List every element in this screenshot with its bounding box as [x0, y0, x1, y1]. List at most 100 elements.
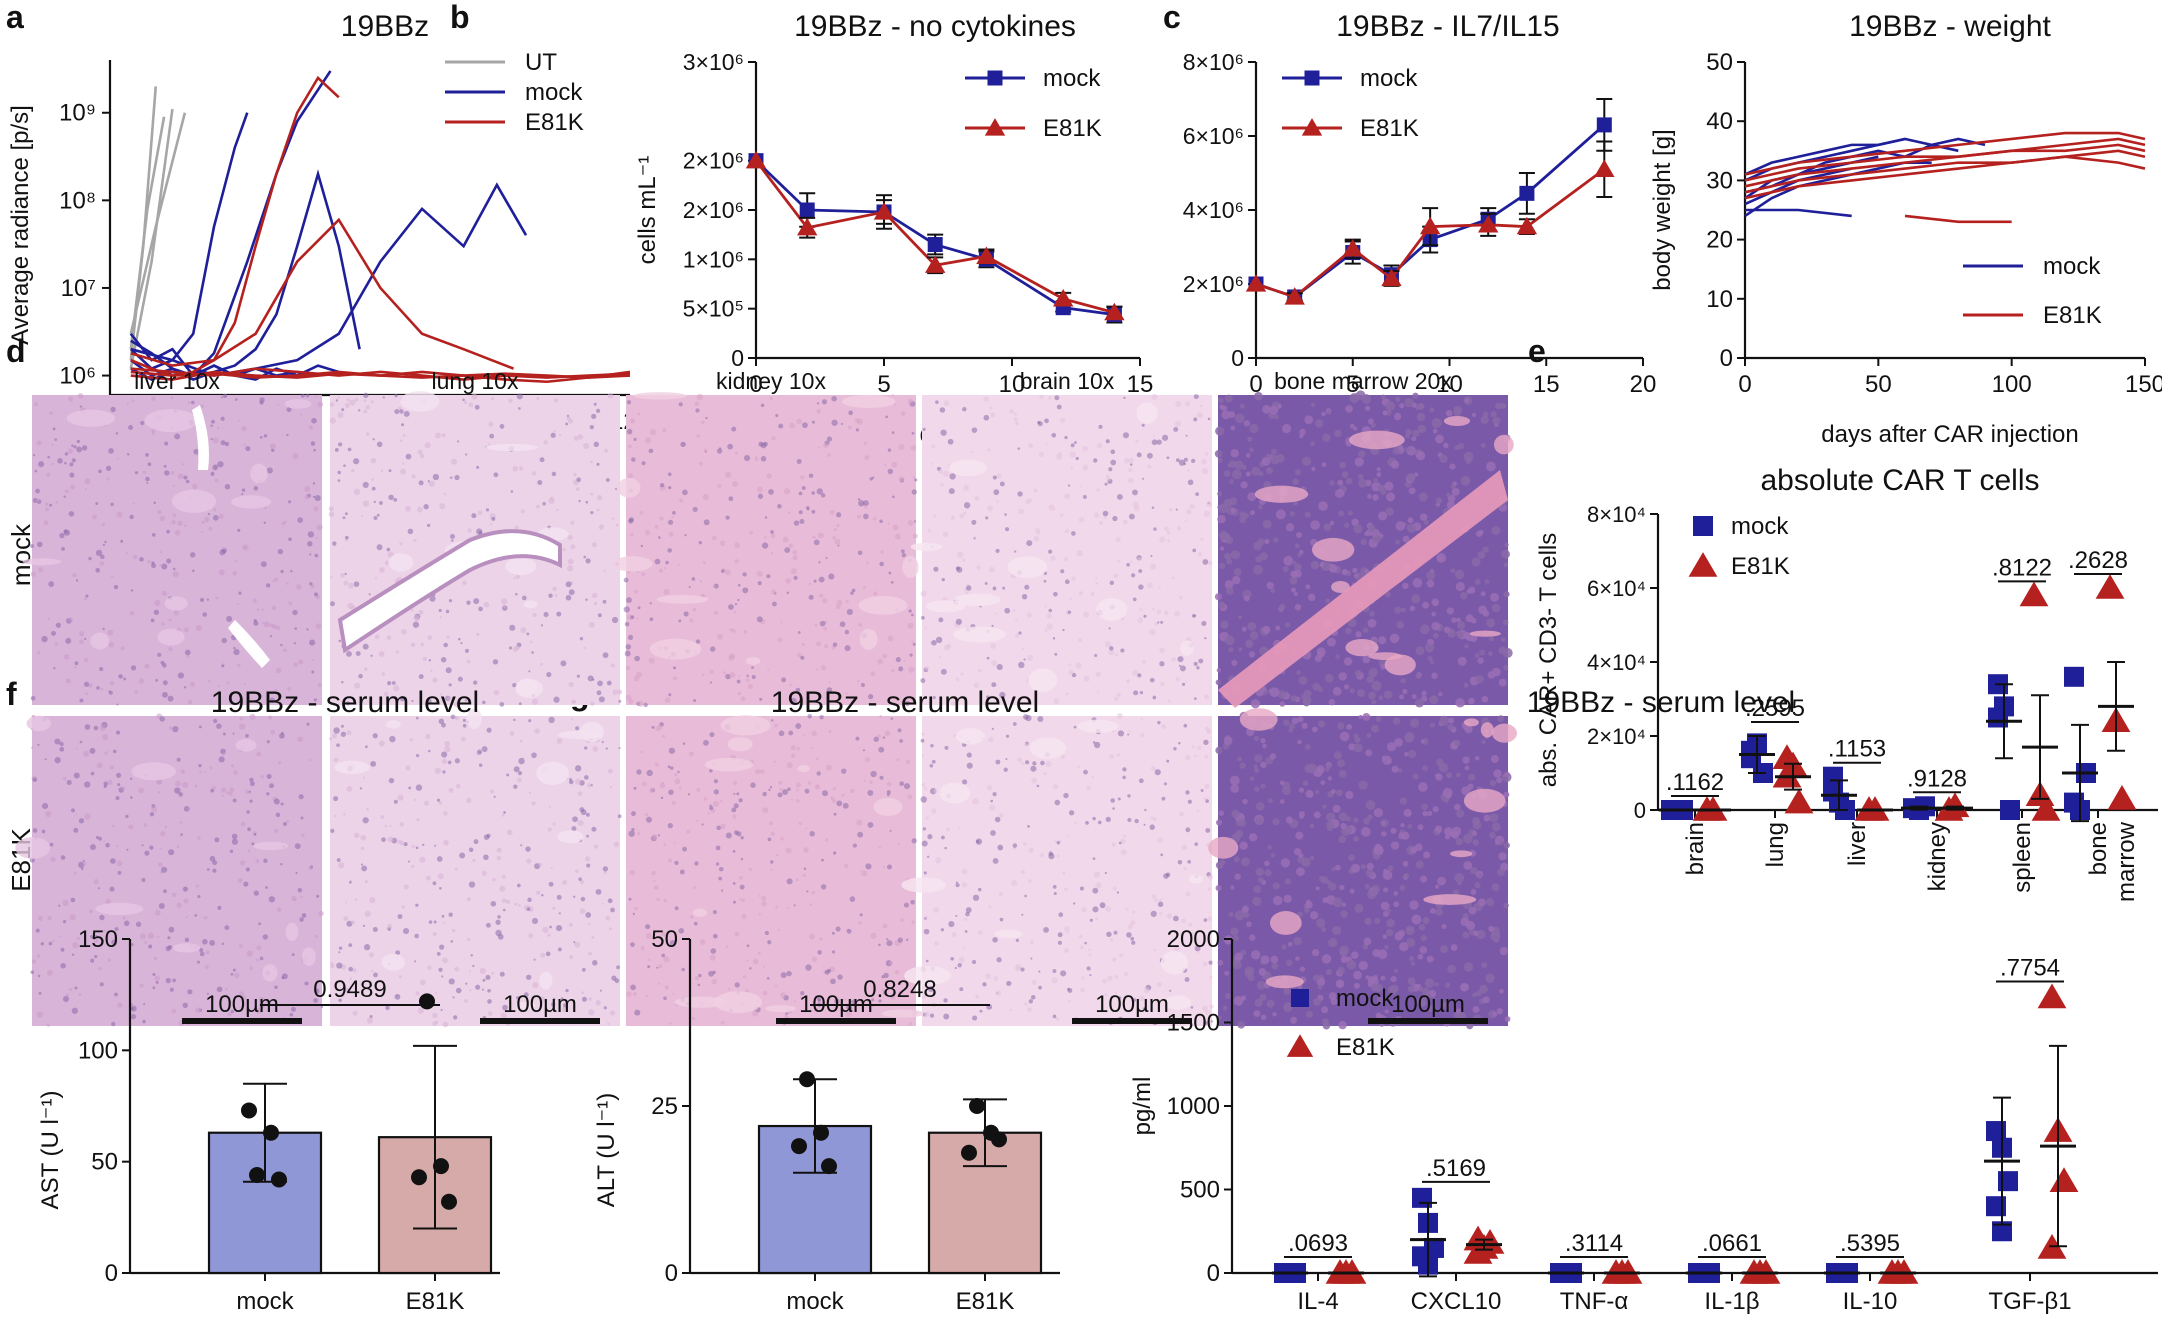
cell-nucleus — [1365, 869, 1374, 878]
cell-nucleus — [1279, 799, 1285, 804]
triangle-marker — [1245, 274, 1267, 292]
cell-nucleus — [47, 916, 52, 921]
cell-nucleus — [686, 829, 691, 834]
cell-nucleus — [194, 914, 198, 917]
cell-nucleus — [570, 544, 576, 550]
cell-nucleus — [1464, 398, 1470, 403]
tissue-structure — [1265, 975, 1304, 989]
cell-nucleus — [562, 880, 568, 885]
cell-nucleus — [805, 827, 808, 830]
cell-nucleus — [663, 588, 670, 596]
cell-nucleus — [442, 770, 446, 774]
cell-nucleus — [863, 513, 869, 520]
cell-nucleus — [151, 396, 156, 401]
cell-nucleus — [1314, 419, 1324, 428]
x-tick-label: 0 — [1738, 371, 1751, 398]
cell-nucleus — [732, 849, 736, 853]
cell-nucleus — [852, 843, 857, 848]
cell-nucleus — [1296, 867, 1305, 877]
cell-nucleus — [944, 745, 949, 750]
cell-nucleus — [830, 978, 836, 985]
cell-nucleus — [821, 858, 824, 862]
cell-nucleus — [466, 659, 471, 664]
cell-nucleus — [858, 623, 863, 627]
cell-nucleus — [1230, 550, 1240, 560]
cell-nucleus — [1335, 789, 1343, 797]
cell-nucleus — [128, 424, 134, 430]
cell-nucleus — [197, 835, 201, 840]
cell-nucleus — [1076, 550, 1083, 557]
cell-nucleus — [700, 939, 706, 945]
cell-nucleus — [1079, 485, 1083, 488]
cell-nucleus — [773, 760, 777, 763]
cell-nucleus — [649, 617, 654, 622]
cell-nucleus — [1053, 591, 1058, 597]
cell-nucleus — [777, 504, 782, 509]
cell-nucleus — [764, 516, 768, 519]
cell-nucleus — [643, 702, 648, 708]
cell-nucleus — [178, 792, 183, 797]
cell-nucleus — [702, 493, 710, 501]
cell-nucleus — [271, 580, 274, 583]
cell-nucleus — [199, 403, 205, 409]
tissue-structure — [1450, 850, 1473, 858]
cell-nucleus — [32, 777, 37, 782]
cell-nucleus — [991, 702, 994, 705]
cell-nucleus — [1254, 754, 1263, 763]
cell-nucleus — [207, 679, 211, 683]
tissue-structure — [939, 782, 971, 804]
cell-nucleus — [399, 439, 403, 443]
cell-nucleus — [1366, 889, 1377, 900]
cell-nucleus — [1201, 467, 1209, 475]
cell-nucleus — [627, 444, 632, 449]
cell-nucleus — [185, 479, 190, 484]
cell-nucleus — [803, 847, 809, 853]
cell-nucleus — [227, 1012, 232, 1017]
cell-nucleus — [436, 856, 443, 862]
triangle-marker — [1889, 1259, 1919, 1284]
cell-nucleus — [54, 438, 58, 441]
triangle-marker — [1594, 159, 1615, 177]
cell-nucleus — [260, 774, 264, 779]
cell-nucleus — [208, 526, 213, 531]
cell-nucleus — [79, 740, 83, 744]
cell-nucleus — [1030, 957, 1033, 960]
cell-nucleus — [541, 894, 544, 897]
cell-nucleus — [36, 1011, 43, 1018]
cell-nucleus — [1183, 723, 1188, 728]
cell-nucleus — [550, 1002, 556, 1007]
cell-nucleus — [1478, 898, 1486, 907]
cell-nucleus — [47, 617, 50, 621]
cell-nucleus — [1037, 532, 1040, 535]
cell-nucleus — [1434, 825, 1443, 833]
cell-nucleus — [878, 999, 882, 1003]
cell-nucleus — [1347, 510, 1353, 516]
cell-nucleus — [210, 424, 213, 428]
cell-nucleus — [580, 896, 586, 902]
cell-nucleus — [959, 513, 965, 519]
cell-nucleus — [590, 701, 595, 706]
cell-nucleus — [1277, 690, 1287, 699]
cell-nucleus — [678, 563, 681, 566]
cell-nucleus — [1150, 816, 1154, 820]
cell-nucleus — [933, 514, 937, 518]
cell-nucleus — [51, 443, 54, 447]
cell-nucleus — [836, 800, 843, 807]
cell-nucleus — [1253, 565, 1263, 575]
cell-nucleus — [605, 916, 610, 921]
y-tick-label: 10 — [1706, 286, 1733, 313]
cell-nucleus — [432, 881, 437, 886]
cell-nucleus — [1362, 712, 1371, 721]
tissue-structure — [1164, 995, 1192, 1010]
cell-nucleus — [1054, 395, 1060, 401]
cell-nucleus — [147, 559, 151, 564]
cell-nucleus — [198, 763, 202, 768]
cell-nucleus — [802, 422, 808, 429]
cell-nucleus — [1056, 854, 1061, 858]
cell-nucleus — [1283, 555, 1294, 566]
cell-nucleus — [1222, 1005, 1228, 1011]
cell-nucleus — [125, 814, 129, 819]
cell-nucleus — [596, 508, 600, 512]
cell-nucleus — [1097, 820, 1102, 825]
cell-nucleus — [347, 602, 354, 609]
